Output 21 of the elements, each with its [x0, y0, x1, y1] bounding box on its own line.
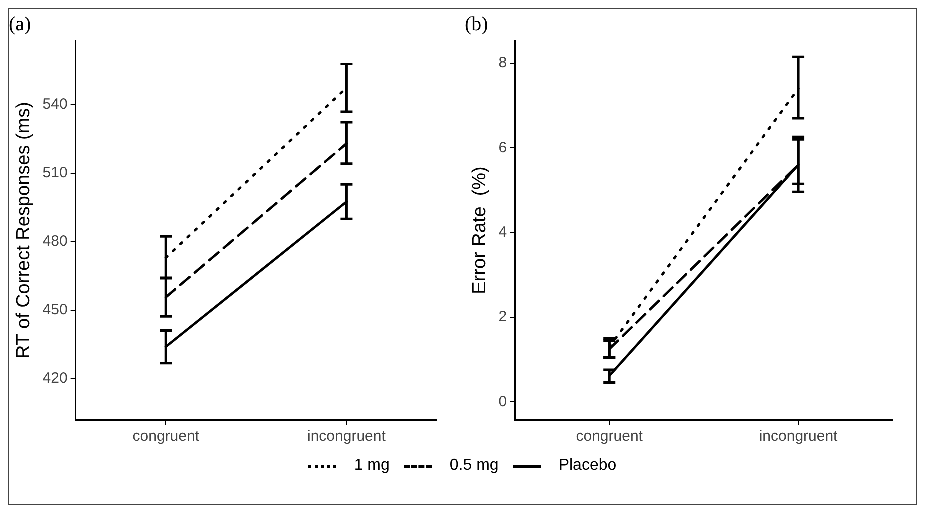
y-tick-label: 0: [498, 393, 508, 410]
y-tick-label: 6: [498, 139, 508, 156]
y-tick-label: 420: [42, 370, 68, 388]
x-tick-label: congruent: [576, 428, 644, 446]
chart-title: (a): [9, 13, 32, 36]
legend-label: 0.5 mg: [450, 457, 499, 475]
y-tick-label: 480: [42, 233, 68, 250]
chart-title: (b): [465, 13, 488, 36]
y-tick-label: 8: [498, 54, 508, 72]
y-tick-label: 510: [42, 164, 68, 182]
x-tick-label: incongruent: [759, 428, 839, 446]
y-tick-label: 4: [498, 224, 508, 241]
legend-label: 1 mg: [354, 457, 390, 475]
y-axis-title: RT of Correct Responses (ms): [14, 102, 35, 359]
y-tick-label: 450: [42, 302, 68, 319]
x-tick-label: congruent: [132, 428, 200, 446]
y-tick-label: 2: [498, 308, 508, 326]
x-tick-label: incongruent: [308, 428, 387, 446]
y-axis-title: Error Rate (%): [470, 166, 491, 294]
legend-label: Placebo: [558, 457, 617, 475]
y-tick-label: 540: [42, 96, 68, 114]
